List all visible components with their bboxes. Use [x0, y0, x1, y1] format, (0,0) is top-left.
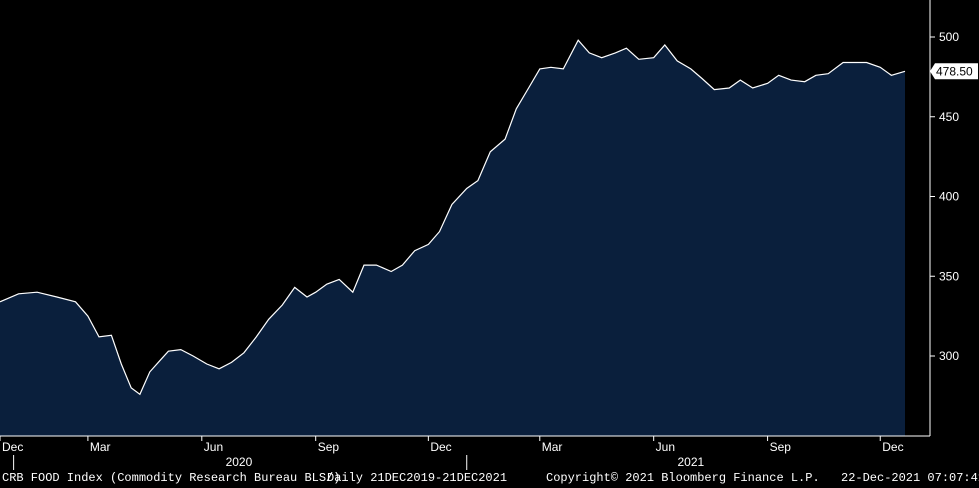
x-tick-label: Dec	[2, 440, 23, 454]
x-tick-label: Jun	[656, 440, 675, 454]
date-range: Daily 21DEC2019-21DEC2021	[327, 471, 508, 485]
index-title: CRB FOOD Index (Commodity Research Burea…	[2, 471, 341, 485]
copyright: Copyright© 2021 Bloomberg Finance L.P.	[546, 471, 820, 485]
price-area-fill	[0, 40, 905, 436]
plot-area	[0, 39, 906, 436]
year-label: 2021	[677, 455, 704, 469]
y-axis-ticks: 300 350 400 450 500	[930, 30, 959, 363]
y-tick-label: 400	[939, 190, 959, 204]
timestamp: 22-Dec-2021 07:07:41	[841, 471, 979, 485]
price-line	[0, 39, 906, 396]
x-tick-label: Mar	[542, 440, 563, 454]
x-tick-label: Sep	[318, 440, 340, 454]
x-tick-label: Dec	[430, 440, 451, 454]
x-tick-label: Mar	[90, 440, 111, 454]
chart-footer: CRB FOOD Index (Commodity Research Burea…	[0, 471, 979, 488]
year-label: 2020	[226, 455, 253, 469]
y-tick-label: 450	[939, 110, 959, 124]
last-value-label: 478.50	[936, 64, 973, 78]
y-tick-label: 500	[939, 30, 959, 44]
x-axis-ticks: Dec Mar Jun Sep Dec Mar Jun Sep Dec 2020 2021	[0, 436, 904, 470]
x-tick-label: Jun	[204, 440, 223, 454]
y-tick-label: 350	[939, 269, 959, 283]
x-tick-label: Dec	[882, 440, 903, 454]
last-value-marker: 478.50	[930, 63, 978, 80]
last-value-box	[930, 63, 978, 80]
y-tick-label: 300	[939, 349, 959, 363]
x-tick-label: Sep	[770, 440, 792, 454]
